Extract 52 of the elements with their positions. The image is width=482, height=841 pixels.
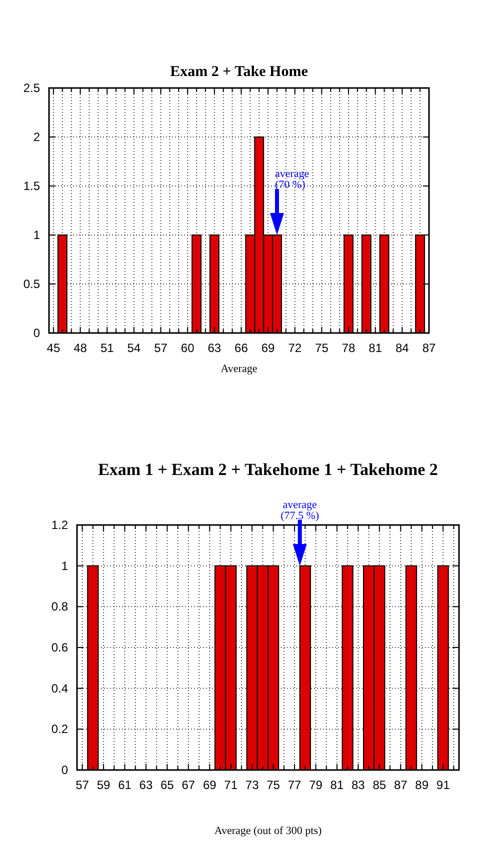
y-tick-label: 0.6 (51, 640, 68, 654)
x-tick-label: 75 (266, 778, 280, 792)
x-axis-title: Average (220, 363, 258, 375)
x-tick-label: 81 (330, 778, 344, 792)
x-tick-label: 63 (208, 341, 222, 355)
y-tick-label: 0.8 (51, 600, 68, 614)
chart-title: Exam 1 + Exam 2 + Takehome 1 + Takehome 2 (98, 460, 438, 479)
x-tick-label: 61 (118, 778, 132, 792)
x-tick-label: 87 (422, 341, 436, 355)
y-tick-label: 0 (33, 326, 40, 340)
x-tick-label: 67 (182, 778, 196, 792)
y-tick-label: 0.4 (51, 681, 68, 696)
x-tick-label: 57 (154, 341, 168, 355)
x-tick-label: 63 (139, 778, 153, 792)
x-tick-label: 71 (224, 778, 238, 792)
x-tick-label: 78 (342, 341, 356, 355)
x-tick-label: 51 (100, 341, 114, 355)
y-tick-label: 1 (33, 228, 40, 242)
x-tick-label: 48 (74, 341, 88, 355)
x-tick-label: 85 (372, 778, 386, 792)
x-tick-label: 54 (127, 341, 141, 355)
x-tick-label: 72 (288, 341, 302, 355)
x-tick-label: 69 (261, 341, 276, 355)
x-tick-label: 87 (394, 778, 408, 792)
x-tick-label: 79 (309, 778, 323, 792)
y-tick-label: 0.2 (51, 722, 68, 736)
x-tick-label: 73 (245, 778, 260, 792)
y-tick-label: 1.5 (23, 179, 40, 193)
y-tick-label: 1 (61, 558, 68, 573)
x-tick-label: 45 (46, 341, 60, 355)
y-tick-label: 1.2 (51, 518, 68, 532)
y-tick-label: 0.5 (23, 277, 40, 291)
x-tick-label: 91 (436, 778, 450, 792)
x-axis-title: Average (out of 300 pts) (214, 825, 322, 837)
annotation: average (77.5 %) (280, 498, 320, 522)
x-tick-label: 84 (395, 341, 410, 355)
x-tick-label: 69 (202, 778, 217, 792)
x-tick-label: 77 (288, 778, 302, 792)
x-tick-label: 89 (415, 778, 429, 792)
y-tick-label: 2 (33, 130, 40, 144)
chart-title: Exam 2 + Take Home (170, 64, 308, 80)
x-tick-label: 81 (368, 341, 382, 355)
x-tick-label: 57 (76, 778, 90, 792)
y-tick-label: 0 (61, 763, 68, 777)
x-tick-label: 65 (160, 778, 174, 792)
x-tick-label: 83 (352, 778, 366, 792)
x-tick-label: 59 (96, 778, 111, 792)
y-tick-label: 2.5 (23, 81, 40, 95)
x-tick-label: 60 (180, 341, 195, 355)
x-tick-label: 66 (234, 341, 248, 355)
annotation: average (70 %) (275, 168, 310, 191)
x-tick-label: 75 (315, 341, 329, 355)
